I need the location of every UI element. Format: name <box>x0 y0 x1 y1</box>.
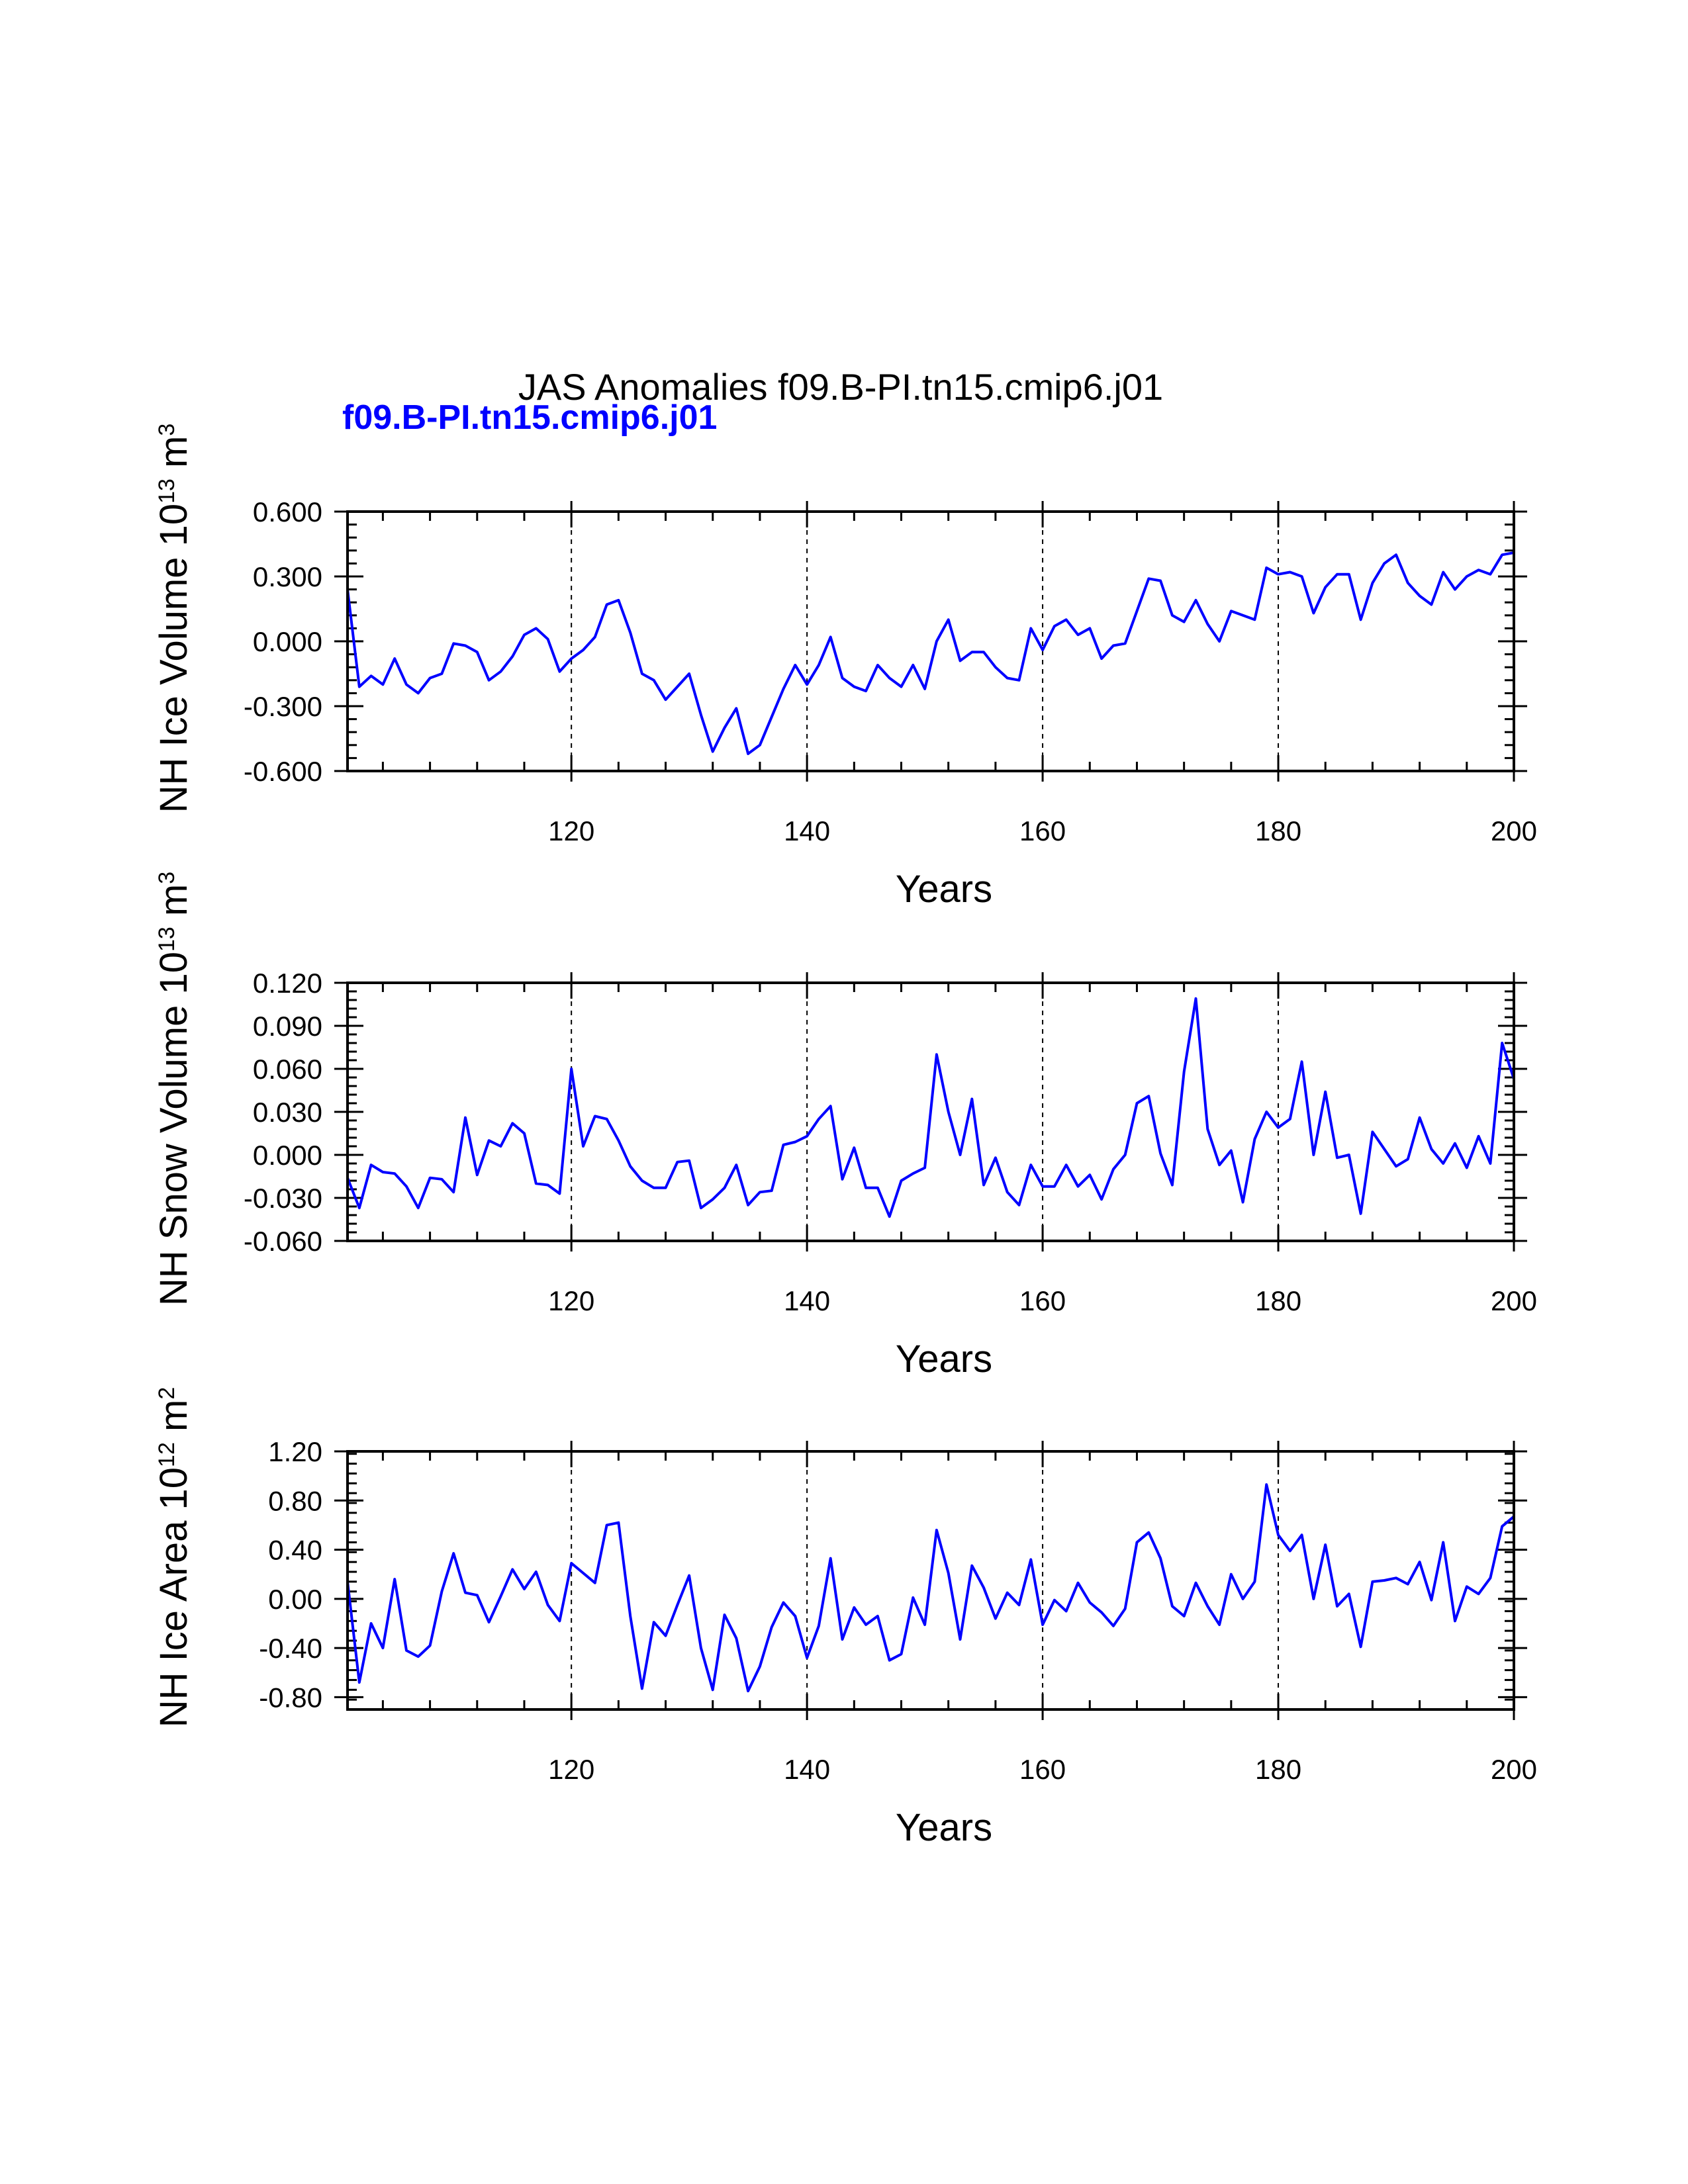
y-tick-label: 0.300 <box>253 561 322 592</box>
plot-frame <box>346 1450 1515 1711</box>
y-tick-label: 0.000 <box>253 626 322 657</box>
y-tick-label: 0.00 <box>268 1584 322 1615</box>
x-tick-label: 160 <box>1019 1285 1066 1316</box>
y-tick-label: 0.600 <box>253 496 322 527</box>
y-tick-label: 0.090 <box>253 1011 322 1042</box>
y-tick-label: -0.40 <box>259 1633 322 1664</box>
y-tick-label: 0.120 <box>253 968 322 999</box>
y-axis-label: NH Ice Volume 1013 m3 <box>152 424 195 813</box>
y-tick-label: 0.030 <box>253 1097 322 1128</box>
x-tick-label: 120 <box>548 1754 594 1785</box>
y-tick-label: 0.060 <box>253 1054 322 1085</box>
y-tick-label: 0.80 <box>268 1485 322 1516</box>
y-axis-label: NH Ice Area 1012 m2 <box>152 1387 195 1728</box>
x-tick-label: 160 <box>1019 815 1066 846</box>
y-tick-label: -0.060 <box>244 1226 322 1257</box>
x-tick-label: 200 <box>1491 1754 1537 1785</box>
chart-panels: 120 140 160 180 200 -0.600 -0.300 0.000 0.300 0.6… <box>152 424 1537 1849</box>
y-tick-label: 1.20 <box>268 1436 322 1467</box>
x-tick-label: 200 <box>1491 1285 1537 1316</box>
x-axis-label: Years <box>896 1338 992 1381</box>
x-tick-label: 140 <box>784 815 830 846</box>
plot-frame <box>346 981 1515 1242</box>
x-tick-label: 140 <box>784 1285 830 1316</box>
x-axis-label: Years <box>896 1806 992 1849</box>
x-tick-label: 180 <box>1255 1754 1301 1785</box>
chart-panel-2: 120 140 160 180 200 -0.060 -0.030 0.000 0.030 0.0… <box>152 872 1537 1381</box>
x-tick-label: 200 <box>1491 815 1537 846</box>
y-tick-label: 0.000 <box>253 1140 322 1171</box>
series-line <box>346 551 1515 755</box>
x-tick-label: 160 <box>1019 1754 1066 1785</box>
series-line <box>346 997 1515 1218</box>
legend-label: f09.B-PI.tn15.cmip6.j01 <box>342 398 717 437</box>
y-tick-label: -0.030 <box>244 1183 322 1214</box>
x-axis-label: Years <box>896 868 992 911</box>
chart-panel-1: 120 140 160 180 200 -0.600 -0.300 0.000 0.300 0.6… <box>152 424 1537 911</box>
x-tick-label: 180 <box>1255 1285 1301 1316</box>
plot-frame <box>346 510 1515 772</box>
x-tick-label: 120 <box>548 815 594 846</box>
x-tick-label: 120 <box>548 1285 594 1316</box>
y-tick-label: -0.300 <box>244 691 322 722</box>
y-tick-label: -0.80 <box>259 1682 322 1713</box>
y-tick-label: 0.40 <box>268 1535 322 1566</box>
main-title: JAS Anomalies f09.B-PI.tn15.cmip6.j01 <box>518 366 1163 408</box>
y-axis-label: NH Snow Volume 1013 m3 <box>152 872 195 1306</box>
x-tick-label: 140 <box>784 1754 830 1785</box>
x-tick-label: 180 <box>1255 815 1301 846</box>
chart-panel-3: 120 140 160 180 200 -0.80 -0.40 0.00 0.40 0.80 1.2… <box>152 1387 1537 1849</box>
series-line <box>346 1483 1515 1693</box>
y-tick-label: -0.600 <box>244 756 322 787</box>
